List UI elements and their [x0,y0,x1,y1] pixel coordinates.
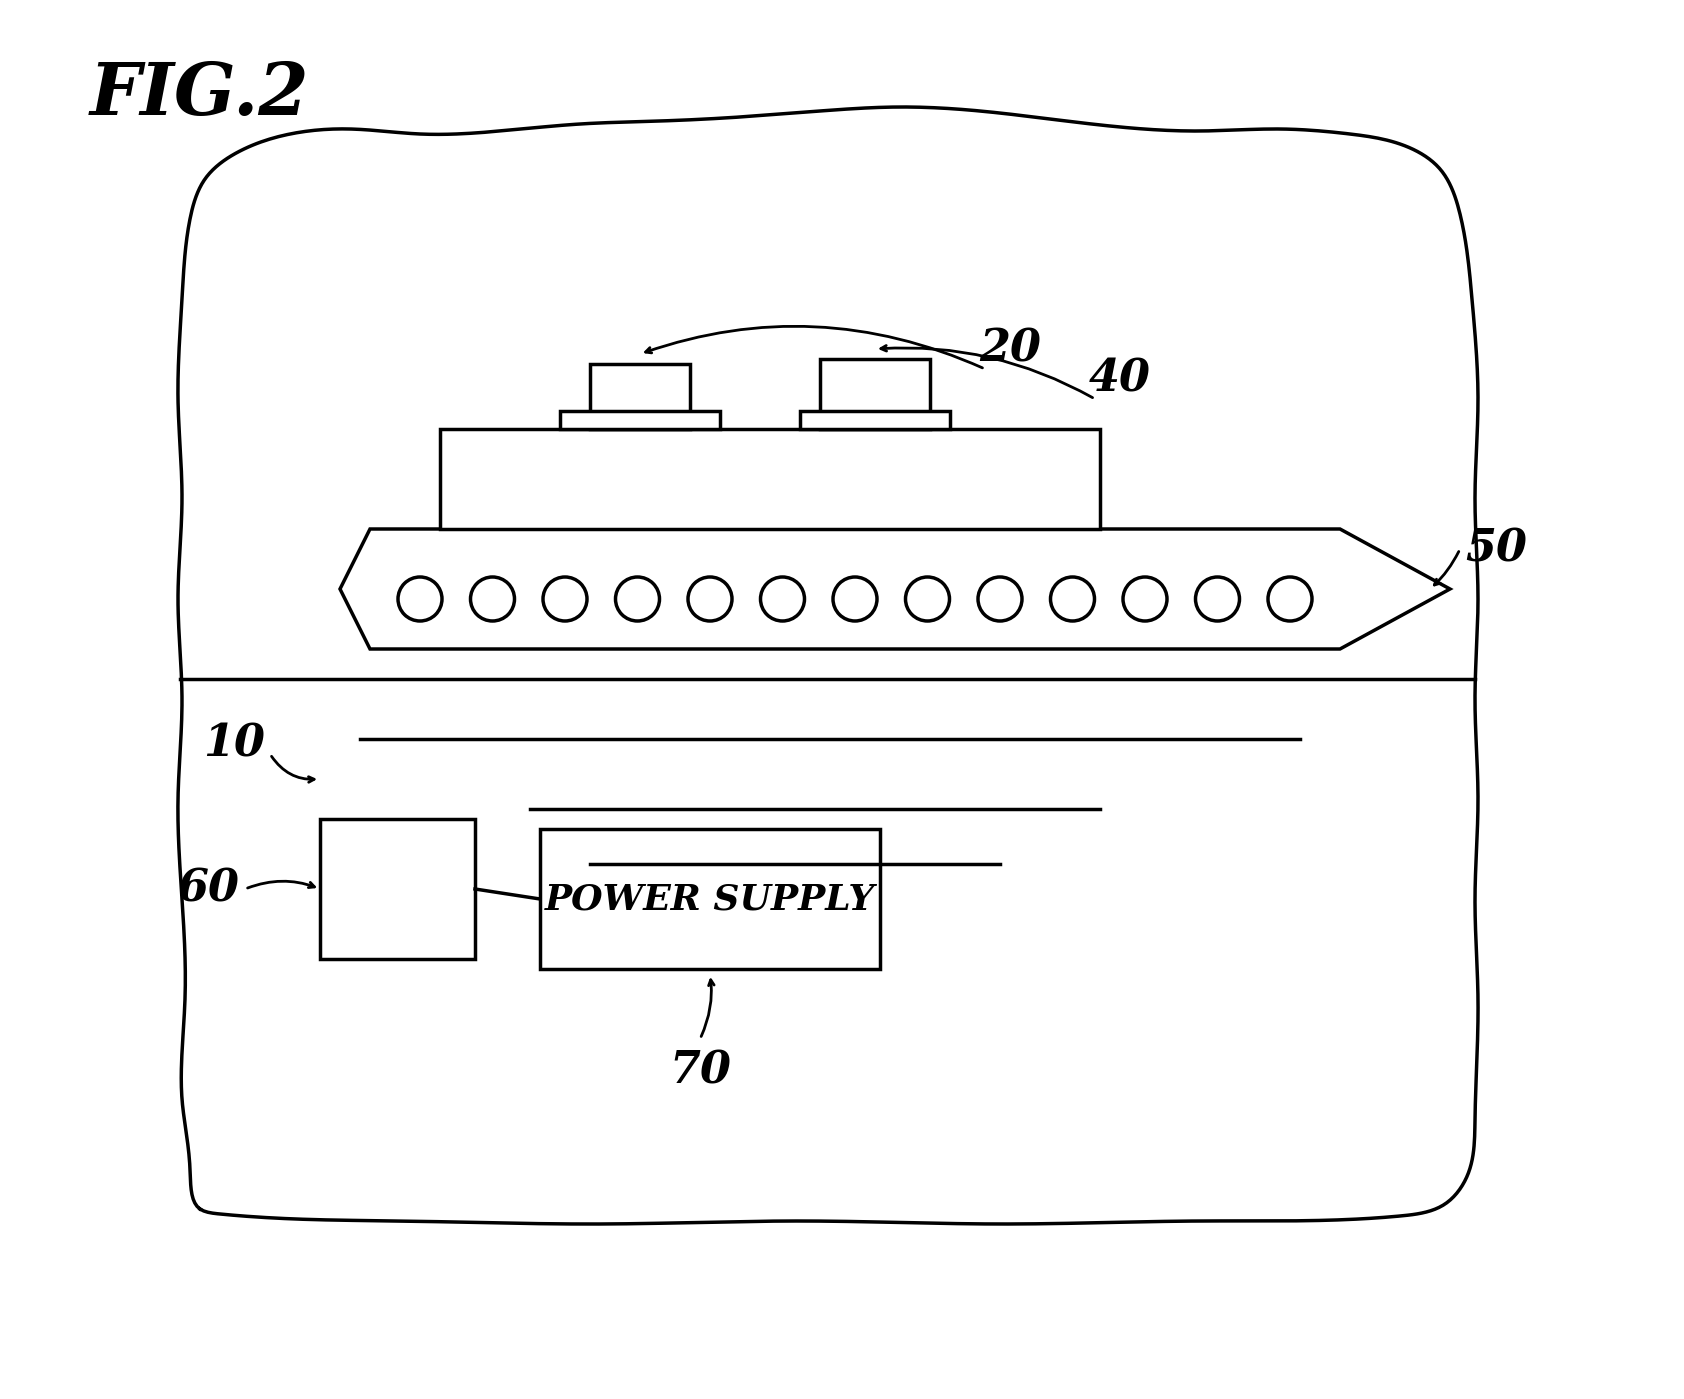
Text: POWER SUPPLY: POWER SUPPLY [546,881,876,916]
Text: FIG.2: FIG.2 [89,59,310,130]
Text: 60: 60 [179,867,241,911]
Bar [589,364,690,429]
Bar [541,830,881,970]
Bar [820,360,930,429]
Text: 70: 70 [669,1049,731,1093]
Text: 20: 20 [978,327,1041,371]
Bar [320,818,475,958]
Polygon shape [340,529,1450,649]
Bar [440,429,1100,529]
Text: 40: 40 [1090,358,1150,400]
Text: 50: 50 [1465,527,1527,571]
Bar [561,411,721,429]
Bar [800,411,950,429]
Text: 10: 10 [204,722,264,765]
